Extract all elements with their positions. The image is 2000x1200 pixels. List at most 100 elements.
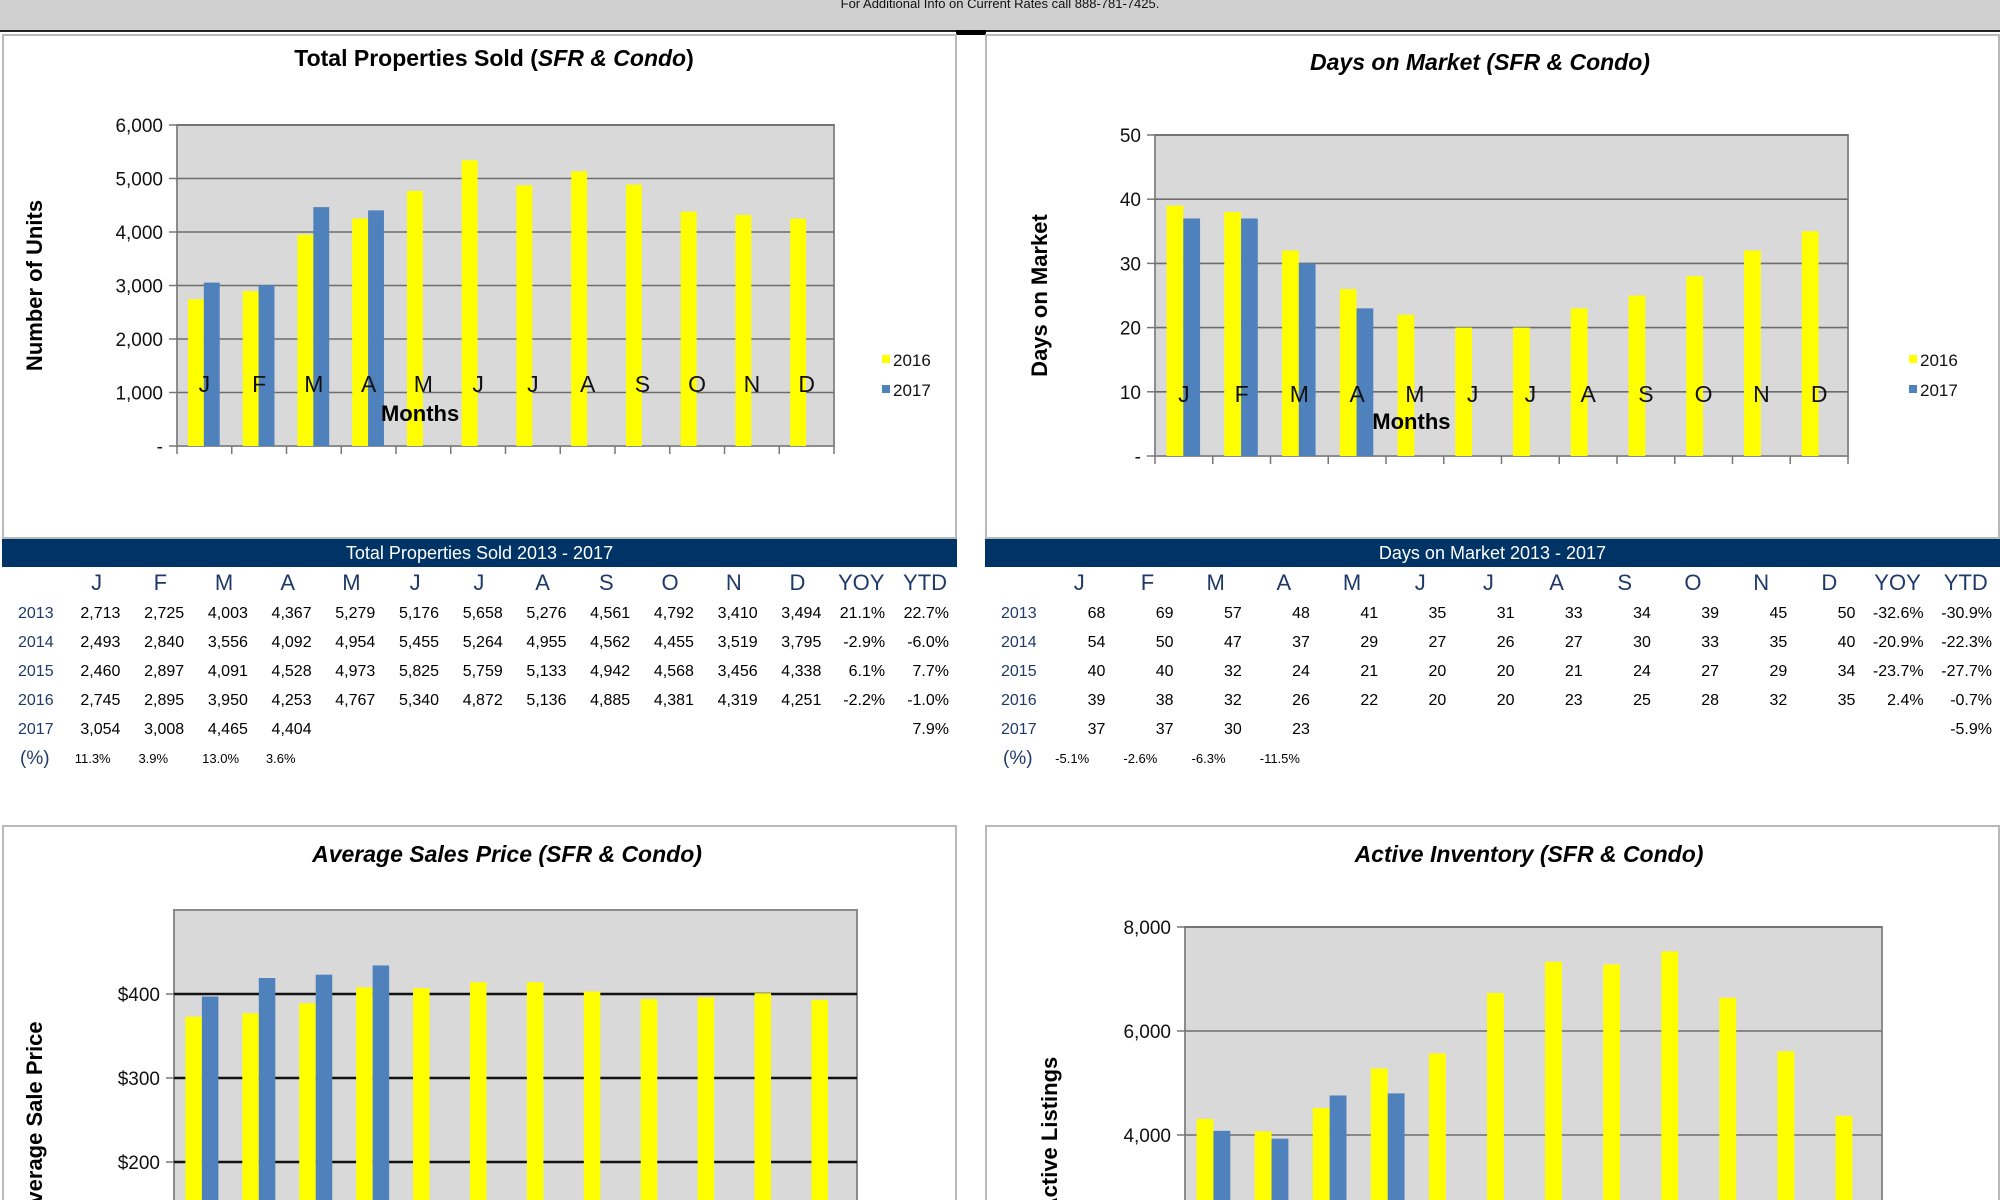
table-cell: 27 — [1701, 662, 1720, 680]
bar-2016-6 — [526, 982, 544, 1200]
column-header: O — [661, 570, 679, 595]
table-cell: 3,008 — [144, 720, 185, 738]
bar-2017-1 — [258, 285, 275, 446]
x-tick-label: F — [1235, 381, 1249, 407]
table-cell: 26 — [1292, 691, 1310, 709]
column-header: J — [1482, 570, 1494, 595]
table-total-sold: J F M A M J J A S O N D YOY YTD 2013 2,713 2,725 4,003 4,3… — [2, 567, 957, 773]
column-header: A — [1276, 570, 1292, 595]
table-cell: 37 — [1087, 720, 1106, 738]
y-tick-label: 10 — [1120, 383, 1141, 404]
table-cell: 4,954 — [335, 633, 376, 651]
chart-avg-price: Average Sales Price (SFR & Condo)$100$20… — [22, 841, 858, 1200]
table-cell: 2.4% — [1887, 691, 1924, 709]
x-tick-label: O — [688, 371, 706, 397]
table-cell: 5,136 — [526, 691, 567, 709]
y-axis-title: Average Sale Price — [22, 1021, 47, 1200]
y-tick-label: 20 — [1120, 319, 1141, 340]
table-cell: 29 — [1769, 662, 1788, 680]
table-cell: 48 — [1292, 604, 1310, 622]
table-cell: 4,465 — [207, 720, 248, 738]
table-cell: 2,713 — [80, 604, 121, 622]
table-row: 2013 2,713 2,725 4,003 4,367 5,279 5,176 5,658 5… — [2, 599, 957, 628]
column-header: M — [1206, 570, 1225, 595]
column-header: F — [1140, 570, 1155, 595]
legend-swatch-2016 — [882, 355, 890, 363]
x-axis-title: Months — [381, 401, 459, 426]
table-cell: 4,253 — [271, 691, 312, 709]
table-cell — [1727, 715, 1795, 744]
table-cell: 4,251 — [781, 691, 822, 709]
bar-2017-1 — [258, 978, 276, 1200]
table-row: 2015 40 40 32 24 21 20 20 21 24 27 29 34 -23.7% -27.7% — [985, 657, 2000, 686]
table-cell: 47 — [1223, 633, 1242, 651]
column-header: J — [91, 570, 103, 595]
table-cell: 4,792 — [653, 604, 694, 622]
panel-total-sold: Total Properties Sold (SFR & Condo) - 1,00… — [2, 34, 957, 539]
column-header: YOY — [1874, 570, 1921, 595]
table-cell: -30.9% — [1941, 604, 1992, 622]
bar-2017-2 — [1298, 263, 1316, 456]
table-cell: 22.7% — [903, 604, 949, 622]
divider-mark — [956, 30, 986, 35]
table-cell: 27 — [1564, 633, 1583, 651]
x-tick-label: J — [1178, 381, 1190, 407]
bar-2016-0 — [185, 1016, 202, 1200]
table-cell: 27 — [1428, 633, 1447, 651]
table-cell: 5,455 — [398, 633, 440, 651]
x-tick-label: S — [1638, 381, 1653, 407]
y-tick-label: 5,000 — [115, 170, 163, 191]
table-cell: 4,528 — [271, 662, 312, 680]
chart-title: Average Sales Price (SFR & Condo) — [311, 841, 702, 867]
table-cell: 4,955 — [526, 633, 567, 651]
table-cell: -20.9% — [1872, 633, 1924, 651]
table-cell: -2.9% — [843, 633, 886, 651]
table-cell — [320, 715, 384, 744]
x-tick-label: A — [361, 371, 377, 397]
table-cell: -0.7% — [1950, 691, 1992, 709]
y-tick-label: 4,000 — [1123, 1126, 1171, 1147]
table-cell: 4,381 — [653, 691, 694, 709]
row-year: 2013 — [18, 604, 54, 622]
bar-2016-2 — [1312, 1107, 1330, 1200]
bar-2016-7 — [1570, 308, 1588, 456]
table-cell: 4,455 — [653, 633, 694, 651]
pct-cell: 3.6% — [265, 751, 296, 766]
chart-title-close: ) — [686, 45, 694, 71]
bar-2016-5 — [1455, 327, 1473, 456]
table-cell: 39 — [1087, 691, 1106, 709]
table-cell: 21.1% — [839, 604, 886, 622]
table-cell — [1522, 715, 1590, 744]
table-cell — [1659, 715, 1727, 744]
panel-avg-price: Average Sales Price (SFR & Condo)$100$20… — [2, 825, 957, 1200]
y-tick-label: $300 — [118, 1069, 160, 1090]
bar-2016-9 — [680, 211, 697, 446]
table-cell: 32 — [1769, 691, 1788, 709]
y-tick-label: 50 — [1120, 126, 1141, 147]
table-cell: 31 — [1496, 604, 1515, 622]
legend-swatch-2016 — [1909, 355, 1917, 363]
table-cell: 3,054 — [80, 720, 121, 738]
table-cell: 4,338 — [781, 662, 822, 680]
column-header: A — [280, 570, 296, 595]
table-cell: 68 — [1087, 604, 1106, 622]
column-header: S — [598, 570, 614, 595]
table-cell: 5,133 — [526, 662, 567, 680]
chart-total-sold: Total Properties Sold (SFR & Condo) - 1,00… — [22, 45, 931, 458]
y-axis-title: Days on Market — [1027, 214, 1052, 377]
table-cell: 2,725 — [144, 604, 185, 622]
table-cell — [1591, 715, 1659, 744]
table-cell: 34 — [1633, 604, 1651, 622]
y-tick-label: $400 — [118, 985, 160, 1006]
table-cell: 50 — [1155, 633, 1174, 651]
column-header: S — [1617, 570, 1633, 595]
table-cell: -6.0% — [907, 633, 949, 651]
x-tick-label: A — [1580, 381, 1596, 407]
column-header: A — [535, 570, 550, 595]
bar-2016-10 — [735, 214, 752, 446]
row-year: 2014 — [1001, 633, 1037, 651]
table-cell — [1454, 715, 1522, 744]
table-cell: 4,003 — [207, 604, 248, 622]
table-cell: 40 — [1837, 633, 1856, 651]
bar-2016-3 — [1370, 1068, 1388, 1200]
